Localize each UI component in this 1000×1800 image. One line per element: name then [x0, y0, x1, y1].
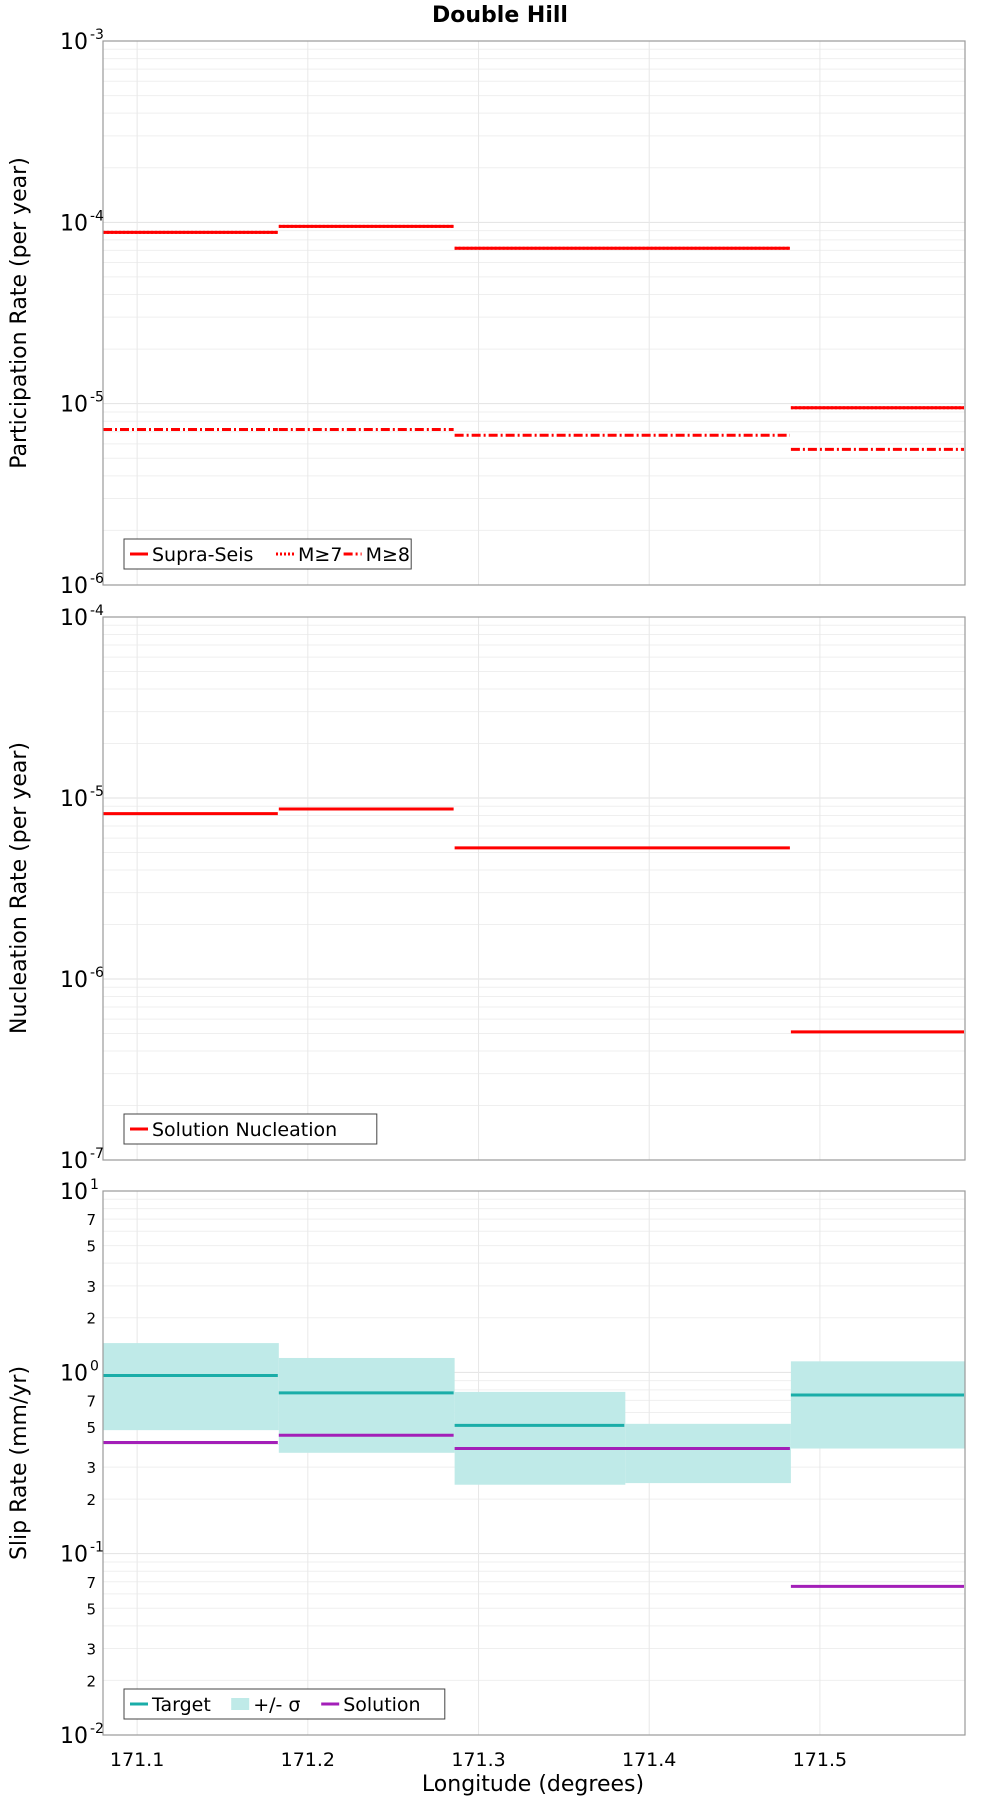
sigma-band-segment	[625, 1423, 791, 1484]
y-tick-exponent: -3	[90, 27, 104, 43]
x-tick-label: 171.2	[281, 1749, 335, 1771]
y-tick-exponent: -1	[90, 1540, 104, 1556]
y-tick-exponent: 1	[90, 1177, 99, 1193]
y-tick-exponent: -4	[90, 208, 104, 224]
sigma-band-segment	[454, 1391, 626, 1485]
y-tick-label: 10	[60, 30, 88, 55]
y-tick-exponent: -4	[90, 603, 104, 619]
y-minor-tick-label: 3	[86, 1640, 96, 1658]
series-target	[103, 1374, 964, 1427]
y-axis-label: Nucleation Rate (per year)	[7, 742, 32, 1034]
sigma-band-segment	[278, 1357, 455, 1453]
y-tick-exponent: -6	[90, 965, 104, 981]
x-tick-label: 171.4	[622, 1749, 676, 1771]
series-m-8	[103, 428, 964, 451]
sigma-band-segment	[790, 1361, 965, 1449]
legend-label: Supra-Seis	[152, 544, 253, 566]
sigma-band-segment	[103, 1343, 279, 1431]
y-tick-label: 10	[60, 393, 88, 418]
legend-label: Solution Nucleation	[152, 1119, 337, 1141]
legend-label: M≥8	[366, 544, 410, 566]
y-tick-label: 10	[60, 1543, 88, 1568]
y-tick-label: 10	[60, 211, 88, 236]
y-minor-tick-label: 2	[86, 1491, 96, 1509]
y-tick-exponent: -7	[90, 1146, 104, 1162]
x-tick-label: 171.1	[110, 1749, 164, 1771]
legend-label: +/- σ	[253, 1694, 300, 1716]
y-tick-label: 10	[60, 1361, 88, 1386]
y-minor-tick-label: 3	[86, 1278, 96, 1296]
legend: Supra-Seis M≥7 M≥8	[123, 538, 412, 570]
y-minor-tick-label: 7	[86, 1574, 96, 1592]
series-solution-nucleation	[103, 807, 964, 1034]
y-tick-label: 10	[60, 1180, 88, 1205]
y-tick-exponent: -2	[90, 1721, 104, 1737]
y-minor-tick-label: 5	[86, 1600, 96, 1618]
y-tick-label: 10	[60, 968, 88, 993]
y-tick-label: 10	[60, 787, 88, 812]
y-minor-tick-label: 7	[86, 1392, 96, 1410]
x-tick-label: 171.5	[793, 1749, 847, 1771]
y-minor-tick-label: 2	[86, 1672, 96, 1690]
y-minor-tick-label: 2	[86, 1310, 96, 1328]
y-tick-exponent: 0	[90, 1358, 99, 1374]
y-tick-exponent: -5	[90, 784, 104, 800]
series-m-7	[103, 224, 964, 410]
legend-label: Solution	[343, 1694, 420, 1716]
legend: Target +/- σ Solution	[123, 1688, 446, 1720]
chart-title: Double Hill	[432, 3, 568, 28]
series-solution	[103, 1433, 964, 1588]
y-tick-label: 10	[60, 606, 88, 631]
legend-swatch	[231, 1698, 250, 1710]
y-tick-label: 10	[60, 574, 88, 599]
plot-frame	[102, 1190, 966, 1736]
y-minor-tick-label: 7	[86, 1211, 96, 1229]
y-axis-label: Participation Rate (per year)	[7, 157, 32, 469]
y-minor-tick-label: 5	[86, 1238, 96, 1256]
legend-label: Target	[151, 1694, 211, 1716]
y-minor-tick-label: 5	[86, 1419, 96, 1437]
y-tick-label: 10	[60, 1149, 88, 1174]
legend: Solution Nucleation	[123, 1113, 378, 1145]
plot-frame	[102, 616, 966, 1161]
y-axis-label: Slip Rate (mm/yr)	[7, 1366, 32, 1560]
x-axis-label: Longitude (degrees)	[422, 1772, 644, 1797]
y-tick-label: 10	[60, 1724, 88, 1749]
legend-box	[123, 538, 412, 570]
legend-box	[123, 1113, 378, 1145]
legend-box	[123, 1688, 446, 1720]
plot-frame	[102, 40, 966, 586]
x-tick-label: 171.3	[451, 1749, 505, 1771]
legend-label: M≥7	[298, 544, 342, 566]
y-minor-tick-label: 3	[86, 1459, 96, 1477]
y-tick-exponent: -5	[90, 390, 104, 406]
y-tick-exponent: -6	[90, 571, 104, 587]
